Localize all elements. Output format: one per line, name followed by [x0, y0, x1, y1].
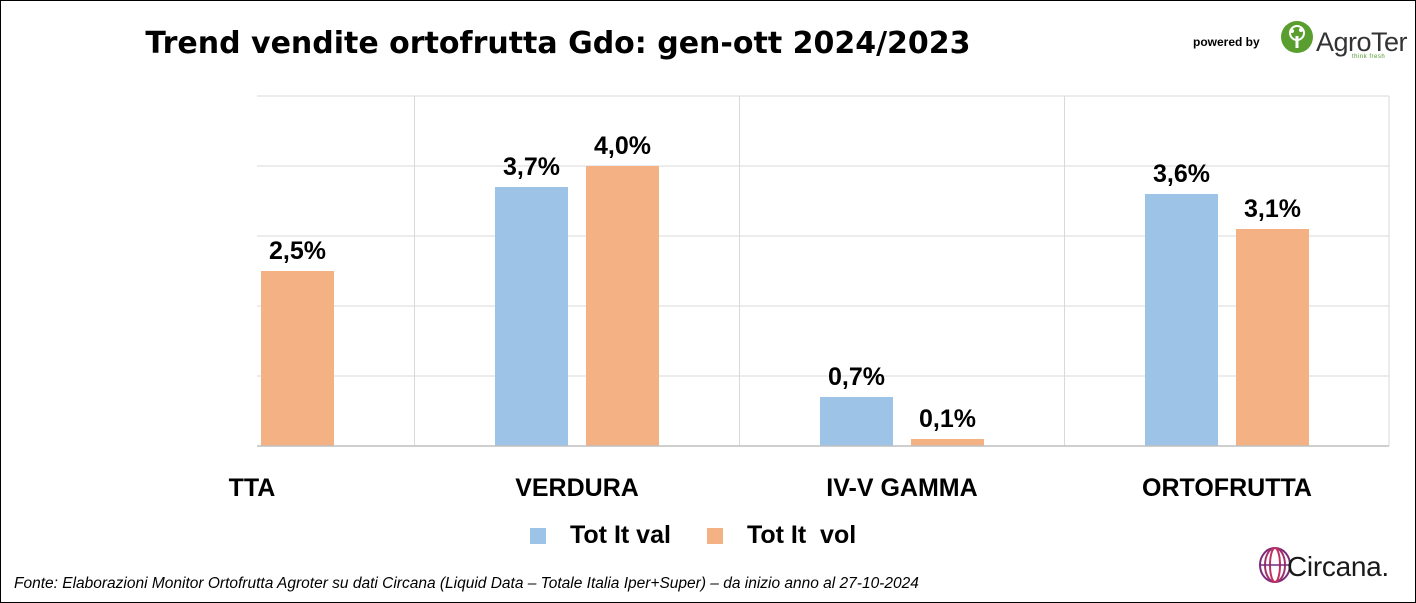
- bar: [261, 271, 334, 446]
- category-label: IV-V GAMMA: [826, 474, 977, 502]
- bar: [495, 187, 568, 446]
- bar: [820, 397, 893, 446]
- legend-label-val: Tot It val: [570, 521, 671, 549]
- bar: [911, 439, 984, 446]
- legend-swatch-vol: [706, 527, 723, 544]
- bar: [1236, 229, 1309, 446]
- legend-item-vol: Tot It vol: [706, 521, 857, 550]
- circana-brand: Circana.: [1287, 551, 1389, 582]
- agroter-tagline: think fresh: [1352, 54, 1386, 60]
- data-label: 2,5%: [269, 237, 326, 265]
- legend-label-vol: Tot It vol: [746, 521, 857, 549]
- agroter-brand: AgroTer: [1316, 27, 1408, 57]
- legend-item-val: Tot It val: [530, 521, 671, 550]
- data-label: 3,6%: [1153, 160, 1210, 188]
- data-label: 3,7%: [503, 153, 560, 181]
- powered-by-label: powered by: [1193, 35, 1260, 49]
- data-label: 4,0%: [594, 132, 651, 160]
- agroter-tree-icon: [1281, 21, 1313, 53]
- category-label: TTA: [229, 474, 276, 502]
- data-label: 0,1%: [919, 405, 976, 433]
- bar: [1145, 194, 1218, 446]
- bar-chart: 2,5% TTA 3,7% 4,0% VERDURA 0,7% 0,1% IV-V GAMMA…: [229, 95, 1390, 502]
- bar: [586, 166, 659, 446]
- data-label: 0,7%: [828, 363, 885, 391]
- category-label: ORTOFRUTTA: [1142, 474, 1312, 502]
- category-label: VERDURA: [515, 474, 639, 502]
- circana-logo-icon: [1259, 547, 1291, 583]
- source-note: Fonte: Elaborazioni Monitor Ortofrutta A…: [14, 575, 919, 592]
- chart-legend: Tot It val Tot It vol: [530, 521, 892, 550]
- data-label: 3,1%: [1244, 195, 1301, 223]
- legend-swatch-val: [530, 527, 546, 544]
